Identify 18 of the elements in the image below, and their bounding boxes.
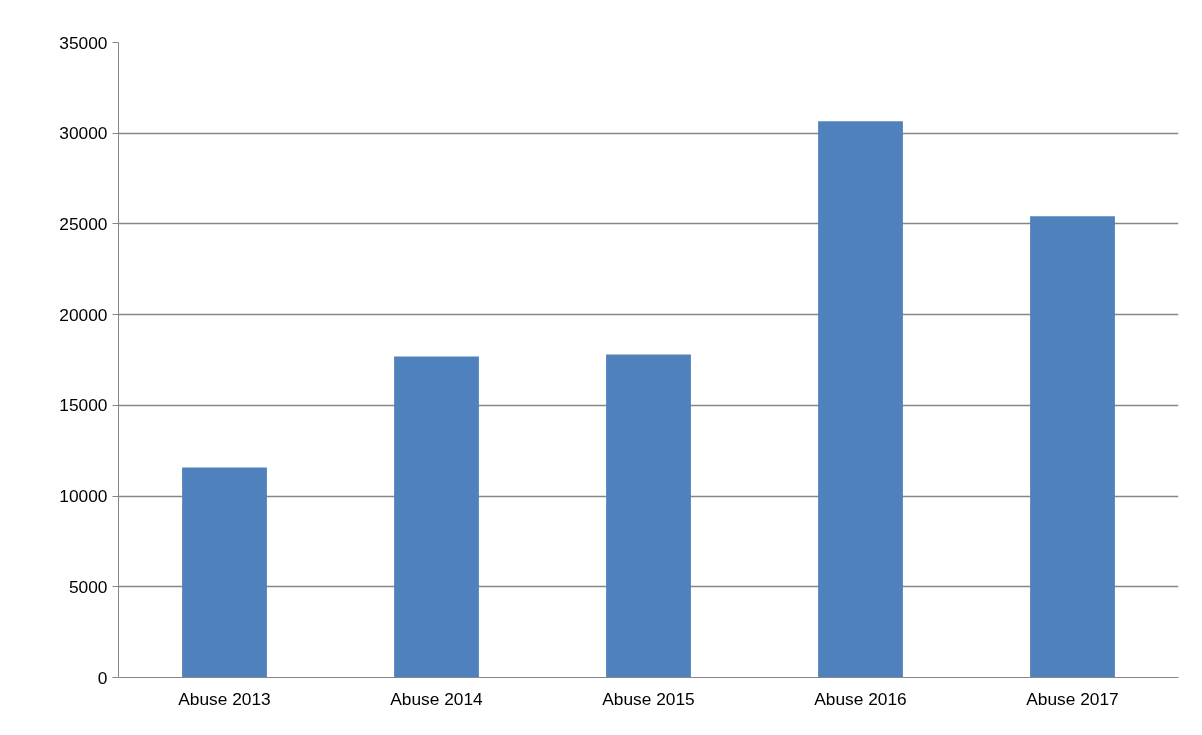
y-tick-label: 10000 bbox=[59, 486, 108, 507]
x-tick-label: Abuse 2014 bbox=[390, 688, 484, 709]
y-tick-label: 30000 bbox=[59, 123, 108, 144]
y-tick-label: 0 bbox=[97, 667, 108, 688]
y-tick-label: 15000 bbox=[59, 395, 108, 416]
bar bbox=[818, 121, 903, 678]
x-tick-label: Abuse 2017 bbox=[1026, 688, 1119, 709]
x-tick-label: Abuse 2015 bbox=[602, 688, 695, 709]
y-tick-label: 20000 bbox=[59, 304, 108, 325]
bar bbox=[182, 467, 267, 678]
y-tick-label: 25000 bbox=[59, 213, 108, 234]
y-tick-label: 5000 bbox=[68, 576, 108, 597]
bar bbox=[1030, 216, 1115, 678]
x-tick-label: Abuse 2016 bbox=[814, 688, 907, 709]
x-tick-label: Abuse 2013 bbox=[178, 688, 271, 709]
bar bbox=[394, 356, 479, 678]
bar bbox=[606, 354, 691, 678]
y-tick-label: 35000 bbox=[59, 32, 108, 53]
